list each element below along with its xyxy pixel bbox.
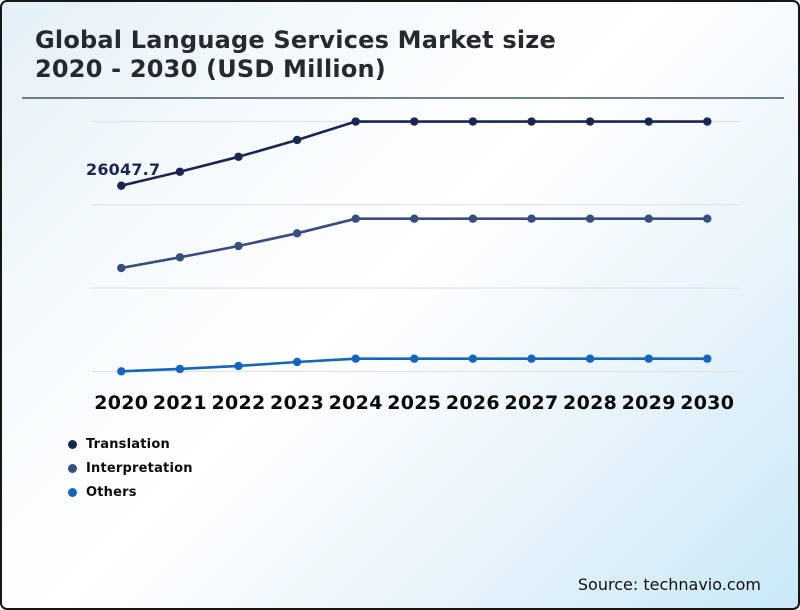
chart-title: Global Language Services Market size 202… xyxy=(35,26,556,84)
legend-item-interpretation[interactable]: Interpretation xyxy=(68,460,193,477)
point-others-2021[interactable] xyxy=(175,364,185,374)
point-translation-2030[interactable] xyxy=(703,117,712,126)
source-attribution: Source: technavio.com xyxy=(577,575,761,594)
point-others-2020[interactable] xyxy=(117,367,126,376)
legend-marker-translation-icon xyxy=(68,440,77,449)
point-translation-2023[interactable] xyxy=(292,135,302,145)
point-interpretation-2022[interactable] xyxy=(234,241,243,251)
chart-title-line2: 2020 - 2030 (USD Million) xyxy=(35,55,386,83)
legend-marker-interpretation-icon xyxy=(68,464,77,473)
point-interpretation-2021[interactable] xyxy=(175,253,185,262)
point-others-2025[interactable] xyxy=(410,354,419,363)
point-translation-2022[interactable] xyxy=(234,152,243,162)
point-translation-2025[interactable] xyxy=(410,117,419,126)
legend-label-translation: Translation xyxy=(86,437,170,452)
point-interpretation-2030[interactable] xyxy=(703,214,712,223)
legend: Translation Interpretation Others xyxy=(68,436,193,501)
point-translation-2027[interactable] xyxy=(527,117,536,126)
point-others-2029[interactable] xyxy=(644,354,653,363)
legend-item-others[interactable]: Others xyxy=(68,484,193,501)
point-interpretation-2029[interactable] xyxy=(644,214,653,223)
legend-label-interpretation: Interpretation xyxy=(86,461,193,476)
legend-marker-others-icon xyxy=(68,488,77,497)
point-translation-2028[interactable] xyxy=(585,117,595,126)
point-others-2023[interactable] xyxy=(292,357,302,367)
title-divider xyxy=(22,97,784,99)
point-others-2028[interactable] xyxy=(585,354,595,363)
point-interpretation-2024[interactable] xyxy=(351,214,360,223)
chart-title-line1: Global Language Services Market size xyxy=(35,26,556,54)
point-translation-2029[interactable] xyxy=(644,117,653,126)
point-others-2024[interactable] xyxy=(351,354,360,363)
point-others-2027[interactable] xyxy=(527,354,536,363)
point-others-2022[interactable] xyxy=(234,361,243,371)
point-translation-2026[interactable] xyxy=(468,117,478,126)
point-others-2030[interactable] xyxy=(703,354,712,363)
point-interpretation-2027[interactable] xyxy=(527,214,536,223)
data-point-label: 26047.7 xyxy=(86,160,161,179)
legend-item-translation[interactable]: Translation xyxy=(68,436,193,453)
point-interpretation-2028[interactable] xyxy=(585,214,595,223)
point-interpretation-2026[interactable] xyxy=(468,214,478,223)
series-line-translation xyxy=(120,120,708,187)
point-interpretation-2025[interactable] xyxy=(410,214,419,223)
point-interpretation-2023[interactable] xyxy=(292,229,302,238)
point-others-2026[interactable] xyxy=(468,354,478,363)
point-translation-2024[interactable] xyxy=(351,117,360,126)
point-interpretation-2020[interactable] xyxy=(117,263,126,273)
series-line-interpretation xyxy=(121,217,708,270)
point-translation-2020[interactable] xyxy=(117,181,126,190)
point-translation-2021[interactable] xyxy=(175,167,185,176)
legend-label-others: Others xyxy=(86,485,137,500)
